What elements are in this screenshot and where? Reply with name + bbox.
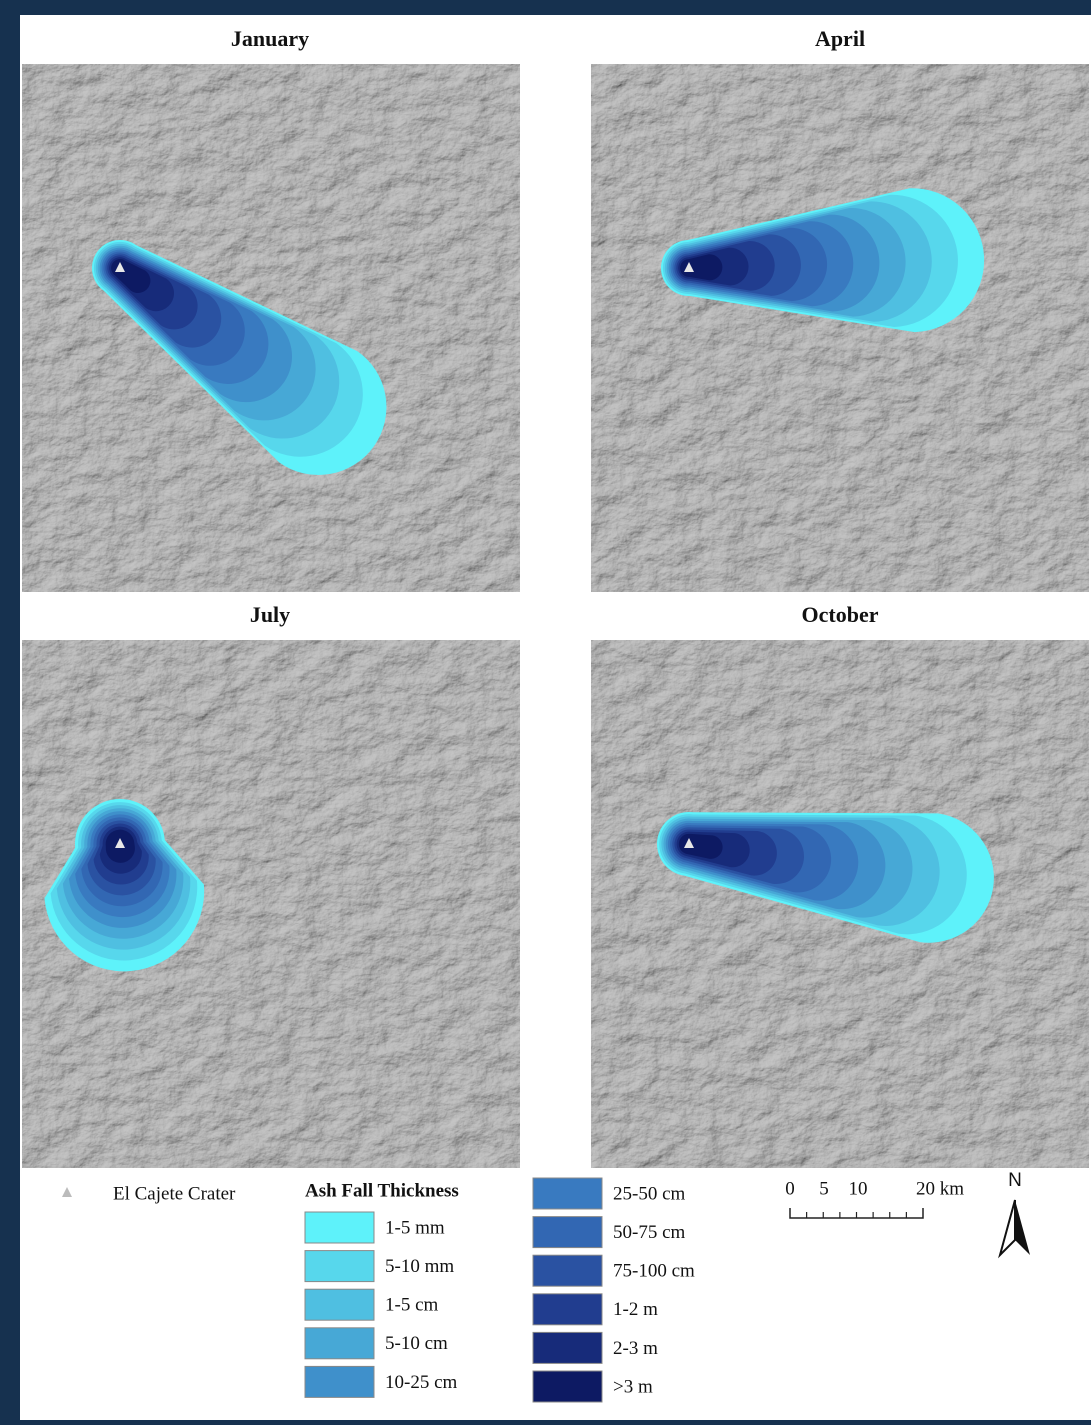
panel-title: October <box>802 602 879 627</box>
legend-label: 1-5 cm <box>385 1295 439 1316</box>
legend-label: 5-10 mm <box>385 1256 454 1277</box>
crater-label: El Cajete Crater <box>113 1183 236 1204</box>
scale-label: 5 <box>819 1178 829 1199</box>
legend-label: 1-2 m <box>613 1299 658 1320</box>
legend-swatch <box>305 1212 374 1243</box>
panel-title: January <box>231 26 309 51</box>
legend-swatch <box>305 1328 374 1359</box>
legend-swatch <box>533 1217 602 1248</box>
legend-label: 5-10 cm <box>385 1333 448 1354</box>
legend-swatch <box>533 1255 602 1286</box>
hillshade <box>591 64 1089 592</box>
legend-label: 50-75 cm <box>613 1222 686 1243</box>
scale-label: 10 <box>849 1178 868 1199</box>
north-label: N <box>1008 1170 1022 1191</box>
legend-title: Ash Fall Thickness <box>305 1180 459 1201</box>
legend-swatch <box>305 1251 374 1282</box>
map <box>591 640 1089 1168</box>
figure: January April July October El Cajete Crater… <box>0 0 1091 1420</box>
panel-title: April <box>815 26 865 51</box>
scale-label: 0 <box>785 1178 795 1199</box>
legend-swatch <box>305 1289 374 1320</box>
map <box>22 64 520 592</box>
legend-label: 1-5 mm <box>385 1217 445 1238</box>
legend-swatch <box>305 1366 374 1397</box>
map <box>22 640 520 1168</box>
legend-label: 75-100 cm <box>613 1261 695 1282</box>
legend-label: 2-3 m <box>613 1338 658 1359</box>
legend-swatch <box>533 1294 602 1325</box>
panel-title: July <box>250 602 290 627</box>
scale-label: 20 km <box>916 1178 964 1199</box>
legend-label: >3 m <box>613 1376 653 1397</box>
legend-swatch <box>533 1178 602 1209</box>
legend-swatch <box>533 1332 602 1363</box>
page: January April July October El Cajete Crater… <box>0 0 1091 1420</box>
legend-swatch <box>533 1371 602 1402</box>
legend-label: 10-25 cm <box>385 1372 458 1393</box>
legend-label: 25-50 cm <box>613 1183 686 1204</box>
map <box>591 64 1089 592</box>
